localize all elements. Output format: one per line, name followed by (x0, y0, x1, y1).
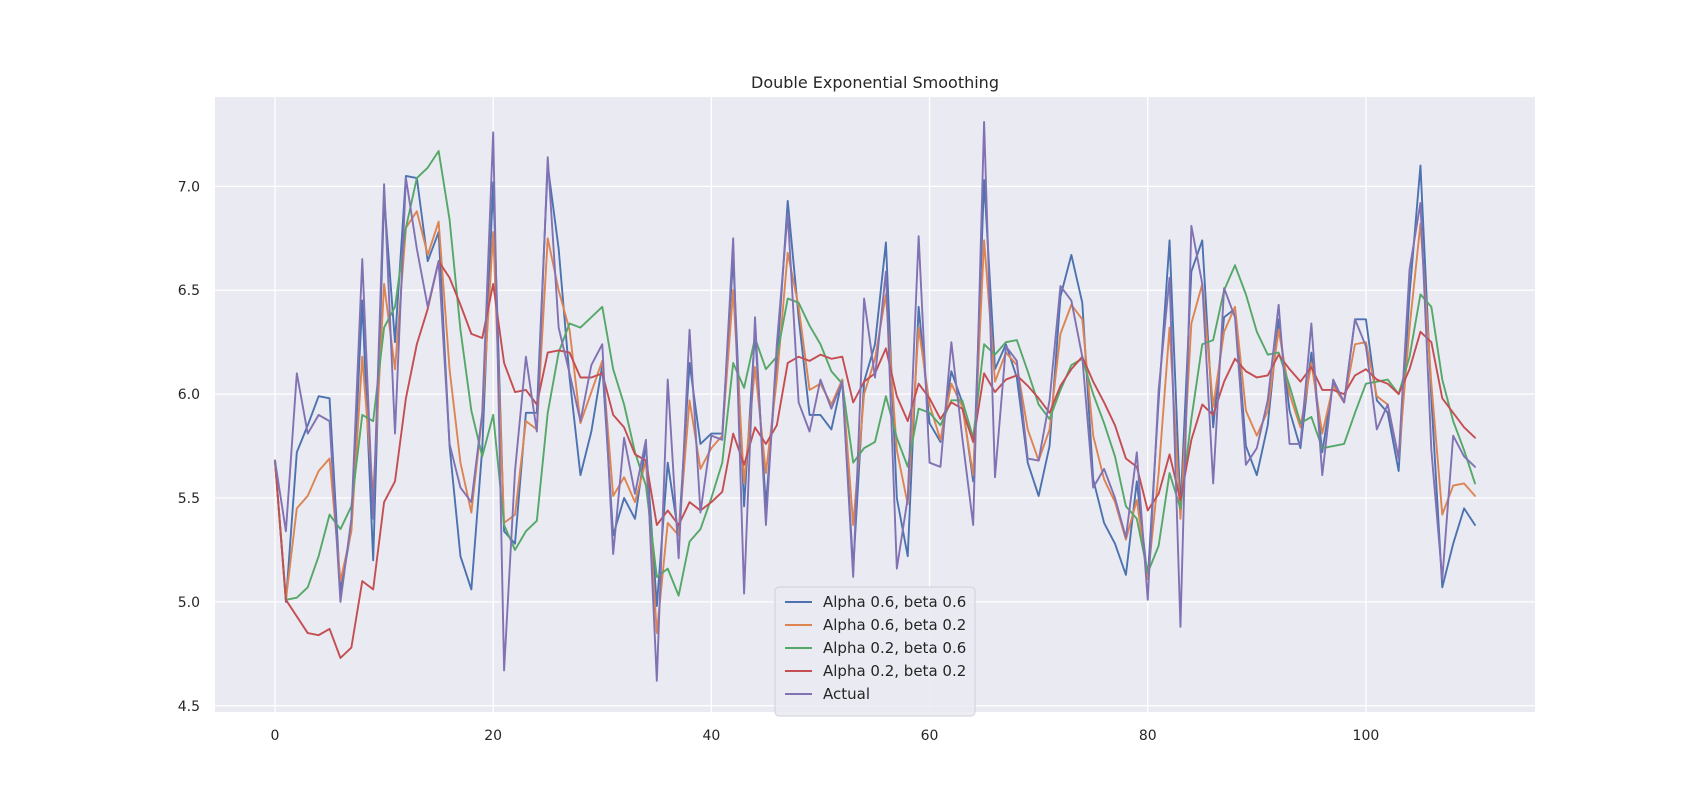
series-line-5 (274, 120, 1476, 682)
y-tick-label: 7.0 (178, 179, 200, 195)
legend-label: Alpha 0.6, beta 0.6 (823, 593, 966, 611)
x-tick-label: 40 (702, 728, 720, 744)
chart-title: Double Exponential Smoothing (751, 73, 999, 92)
axis-ticks: 0 20 40 60 80 100 4.5 5.0 5.5 6.0 6.5 7.0 (178, 179, 1380, 744)
legend-label: Actual (823, 685, 870, 703)
legend: Alpha 0.6, beta 0.6 Alpha 0.6, beta 0.2 Al… (774, 586, 976, 717)
y-tick-label: 6.0 (178, 387, 200, 403)
y-tick-label: 5.5 (178, 491, 200, 507)
x-tick-label: 0 (271, 728, 280, 744)
legend-box (774, 586, 976, 717)
legend-label: Alpha 0.2, beta 0.2 (823, 662, 966, 680)
x-tick-label: 60 (921, 728, 939, 744)
x-tick-label: 100 (1353, 728, 1380, 744)
y-tick-label: 4.5 (178, 699, 200, 715)
x-tick-label: 80 (1139, 728, 1157, 744)
series-line-3 (274, 150, 1476, 601)
legend-label: Alpha 0.6, beta 0.2 (823, 616, 966, 634)
legend-label: Alpha 0.2, beta 0.6 (823, 639, 966, 657)
y-tick-label: 6.5 (178, 283, 200, 299)
y-tick-label: 5.0 (178, 595, 200, 611)
series-lines (274, 120, 1476, 682)
x-tick-label: 20 (484, 728, 502, 744)
